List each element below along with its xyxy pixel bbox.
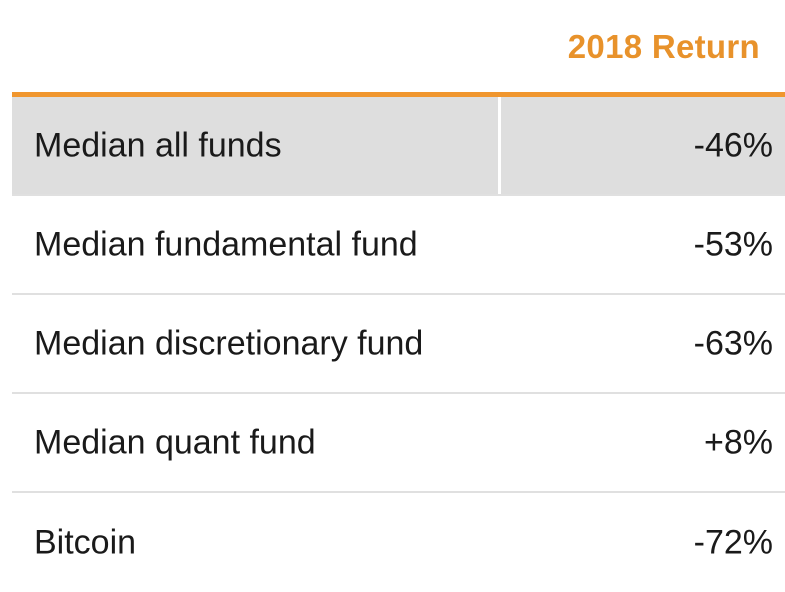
table-row: Median quant fund +8%	[12, 394, 785, 493]
row-value: -46%	[693, 126, 773, 164]
table-header: 2018 Return	[0, 0, 785, 92]
table-row: Bitcoin -72%	[12, 493, 785, 592]
row-value: +8%	[704, 423, 773, 461]
returns-table: 2018 Return Median all funds -46% Median…	[0, 0, 785, 561]
column-header-2018-return: 2018 Return	[567, 28, 760, 65]
row-value: -72%	[693, 523, 773, 561]
row-value: -53%	[693, 225, 773, 263]
row-label: Bitcoin	[34, 523, 137, 561]
table-row: Median all funds -46%	[12, 97, 785, 196]
row-label: Median quant fund	[34, 423, 316, 461]
row-label: Median discretionary fund	[34, 324, 424, 362]
column-divider	[498, 97, 501, 194]
row-label: Median fundamental fund	[34, 225, 418, 263]
table-row: Median fundamental fund -53%	[12, 196, 785, 295]
table-body: Median all funds -46% Median fundamental…	[12, 97, 785, 592]
header-rule	[12, 92, 785, 97]
row-value: -63%	[693, 324, 773, 362]
row-label: Median all funds	[34, 126, 282, 164]
table-row: Median discretionary fund -63%	[12, 295, 785, 394]
